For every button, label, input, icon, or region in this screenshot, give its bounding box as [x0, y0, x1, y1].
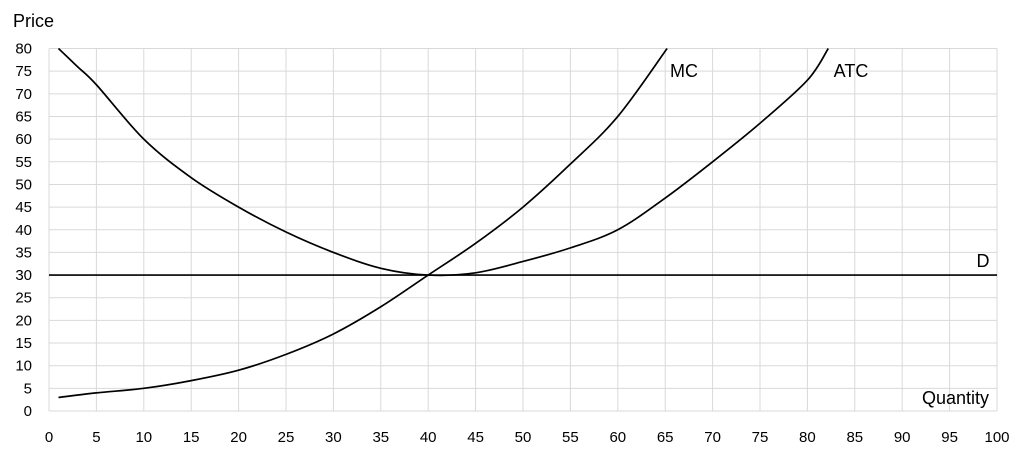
x-tick-20: 20 — [230, 429, 247, 446]
x-tick-80: 80 — [799, 429, 816, 446]
x-tick-95: 95 — [941, 429, 958, 446]
x-tick-45: 45 — [467, 429, 484, 446]
y-tick-10: 10 — [15, 358, 32, 375]
x-tick-0: 0 — [45, 429, 53, 446]
y-tick-35: 35 — [15, 244, 32, 261]
y-tick-75: 75 — [15, 63, 32, 80]
y-tick-50: 50 — [15, 176, 32, 193]
y-tick-0: 0 — [24, 403, 32, 420]
x-tick-15: 15 — [183, 429, 200, 446]
series-lines — [49, 47, 997, 399]
y-tick-65: 65 — [15, 108, 32, 125]
y-tick-70: 70 — [15, 86, 32, 103]
series-labels: MC ATC D — [670, 61, 990, 271]
x-tick-35: 35 — [372, 429, 389, 446]
y-tick-25: 25 — [15, 290, 32, 307]
y-tick-55: 55 — [15, 154, 32, 171]
x-tick-30: 30 — [325, 429, 342, 446]
y-tick-5: 5 — [24, 380, 32, 397]
x-tick-100: 100 — [984, 429, 1009, 446]
x-tick-70: 70 — [704, 429, 721, 446]
x-tick-75: 75 — [752, 429, 769, 446]
x-tick-25: 25 — [278, 429, 295, 446]
y-tick-80: 80 — [15, 41, 32, 58]
x-tick-50: 50 — [515, 429, 532, 446]
series-line-mc — [58, 48, 668, 399]
x-tick-65: 65 — [657, 429, 674, 446]
y-tick-15: 15 — [15, 335, 32, 352]
y-tick-60: 60 — [15, 131, 32, 148]
y-tick-20: 20 — [15, 312, 32, 329]
series-label-atc: ATC — [834, 61, 869, 81]
x-tick-labels: 0 5 10 15 20 25 30 35 40 45 50 55 60 65 70 75 80 85 90 95 10… — [45, 429, 1010, 446]
x-tick-55: 55 — [562, 429, 579, 446]
grid — [48, 48, 998, 412]
x-tick-10: 10 — [135, 429, 152, 446]
x-tick-60: 60 — [609, 429, 626, 446]
y-tick-45: 45 — [15, 199, 32, 216]
series-label-mc: MC — [670, 61, 698, 81]
x-tick-90: 90 — [894, 429, 911, 446]
y-axis-title: Price — [13, 11, 54, 31]
series-label-d: D — [977, 251, 990, 271]
x-axis-title: Quantity — [922, 388, 989, 408]
x-tick-85: 85 — [846, 429, 863, 446]
y-tick-labels: 0 5 10 15 20 25 30 35 40 45 50 55 60 65 70 75 80 — [15, 41, 32, 421]
y-tick-40: 40 — [15, 222, 32, 239]
x-tick-5: 5 — [92, 429, 100, 446]
x-tick-40: 40 — [420, 429, 437, 446]
y-tick-30: 30 — [15, 267, 32, 284]
